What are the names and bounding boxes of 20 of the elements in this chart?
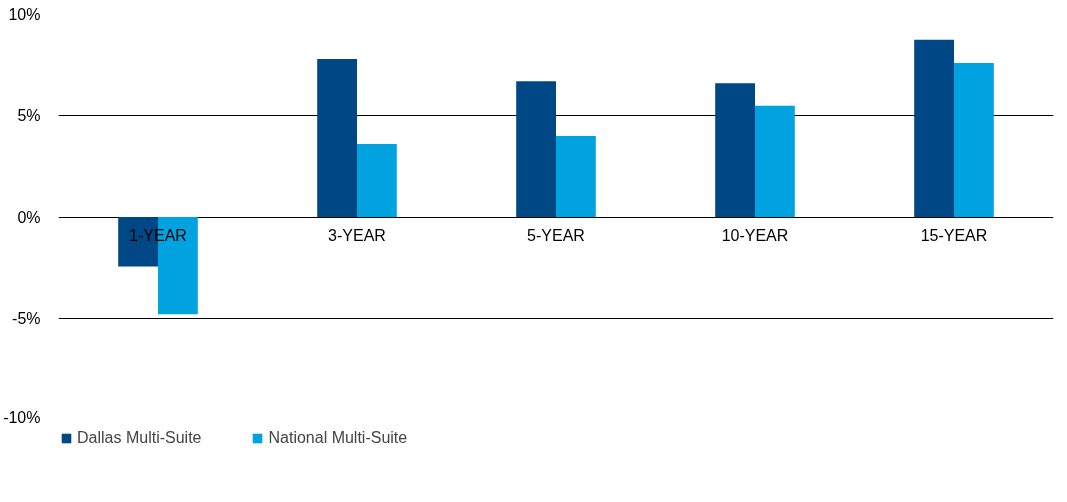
y-tick-label: -5% (12, 309, 41, 327)
legend-label: Dallas Multi-Suite (77, 429, 202, 447)
x-tick-label: 5-YEAR (527, 227, 585, 244)
x-tick-label: 3-YEAR (328, 227, 386, 244)
y-tick-label: 10% (8, 6, 41, 23)
x-tick-label: 15-YEAR (920, 227, 988, 244)
x-tick-label: 10-YEAR (721, 227, 789, 244)
bar (715, 83, 755, 217)
bar (516, 81, 556, 217)
bar (914, 39, 954, 217)
legend-label: National Multi-Suite (268, 429, 408, 447)
y-tick-label: 0% (17, 208, 41, 226)
bar (954, 63, 994, 217)
y-tick-label: -10% (3, 408, 41, 426)
y-tick-label: 5% (17, 107, 41, 125)
bar (317, 59, 357, 217)
bar (357, 144, 397, 217)
bar (755, 105, 795, 217)
bar (556, 136, 596, 217)
x-tick-label: 1-YEAR (129, 227, 187, 244)
